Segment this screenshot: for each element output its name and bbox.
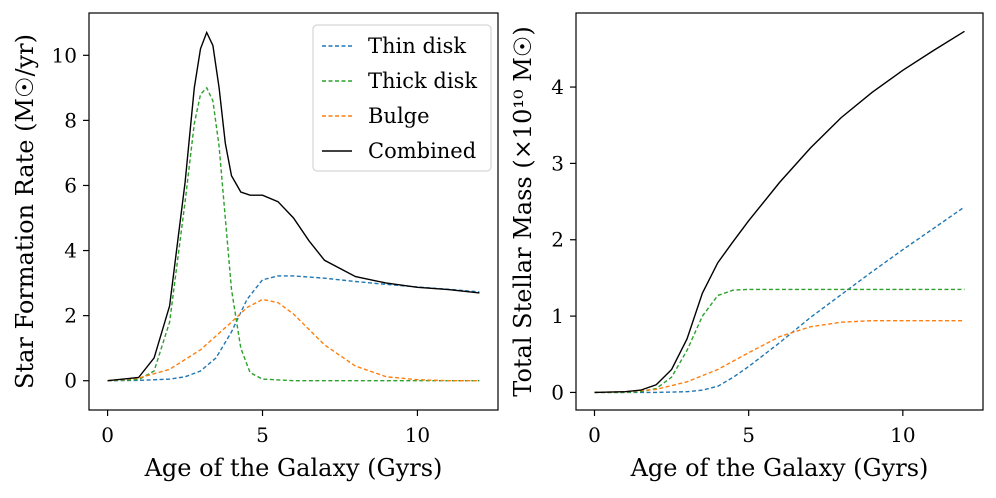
mass-series-combined bbox=[594, 30, 965, 394]
sfr-x-tick-label: 5 bbox=[256, 423, 269, 447]
sfr-y-tick-label: 0 bbox=[64, 369, 77, 393]
sfr-y-tick-label: 4 bbox=[64, 239, 77, 263]
mass-series-thick-disk bbox=[594, 288, 965, 394]
mass-axes-frame bbox=[575, 12, 984, 411]
sfr-series-thin-disk bbox=[107, 275, 480, 382]
sfr-y-tick-label: 8 bbox=[64, 108, 77, 132]
sfr-x-axis-label: Age of the Galaxy (Gyrs) bbox=[144, 454, 443, 482]
sfr-y-tick-label: 2 bbox=[64, 304, 77, 328]
legend-label: Thin disk bbox=[368, 34, 466, 58]
mass-x-tick-label: 10 bbox=[890, 423, 915, 447]
sfr-x-tick-label: 10 bbox=[405, 423, 430, 447]
mass-x-tick-label: 5 bbox=[742, 423, 755, 447]
legend-label: Thick disk bbox=[368, 69, 477, 93]
sfr-series-thick-disk bbox=[107, 86, 480, 382]
sfr-x-tick-label: 0 bbox=[101, 423, 114, 447]
mass-series-thin-disk bbox=[594, 206, 965, 394]
mass-y-axis-label: Total Stellar Mass (×10¹⁰ M☉) bbox=[509, 26, 537, 396]
legend-box bbox=[312, 24, 492, 172]
mass-y-tick-label: 3 bbox=[551, 151, 564, 175]
mass-x-tick-label: 0 bbox=[588, 423, 601, 447]
mass-series-bulge bbox=[594, 320, 965, 394]
legend-label: Combined bbox=[368, 139, 476, 163]
mass-y-tick-label: 2 bbox=[551, 228, 564, 252]
panel-star-formation-rate: 0 5 10 0 2 4 6 8 10 Age of the Galaxy (Gyrs) Star … bbox=[11, 12, 499, 482]
sfr-y-axis-label: Star Formation Rate (M☉/yr) bbox=[11, 34, 39, 389]
sfr-y-tick-label: 6 bbox=[64, 173, 77, 197]
sfr-axes-frame bbox=[88, 12, 499, 411]
mass-y-tick-label: 4 bbox=[551, 75, 564, 99]
legend-label: Bulge bbox=[368, 104, 430, 128]
sfr-series-bulge bbox=[107, 298, 480, 382]
sfr-y-tick-label: 10 bbox=[52, 43, 77, 67]
sfr-series-combined bbox=[107, 30, 480, 382]
mass-y-tick-label: 1 bbox=[551, 304, 564, 328]
panel-total-stellar-mass: 0 5 10 0 1 2 3 4 Age of the Galaxy (Gyrs) Total S… bbox=[509, 12, 984, 482]
mass-y-tick-label: 0 bbox=[551, 380, 564, 404]
legend: Thin disk Thick disk Bulge Combined bbox=[312, 24, 492, 172]
mass-x-axis-label: Age of the Galaxy (Gyrs) bbox=[630, 454, 929, 482]
